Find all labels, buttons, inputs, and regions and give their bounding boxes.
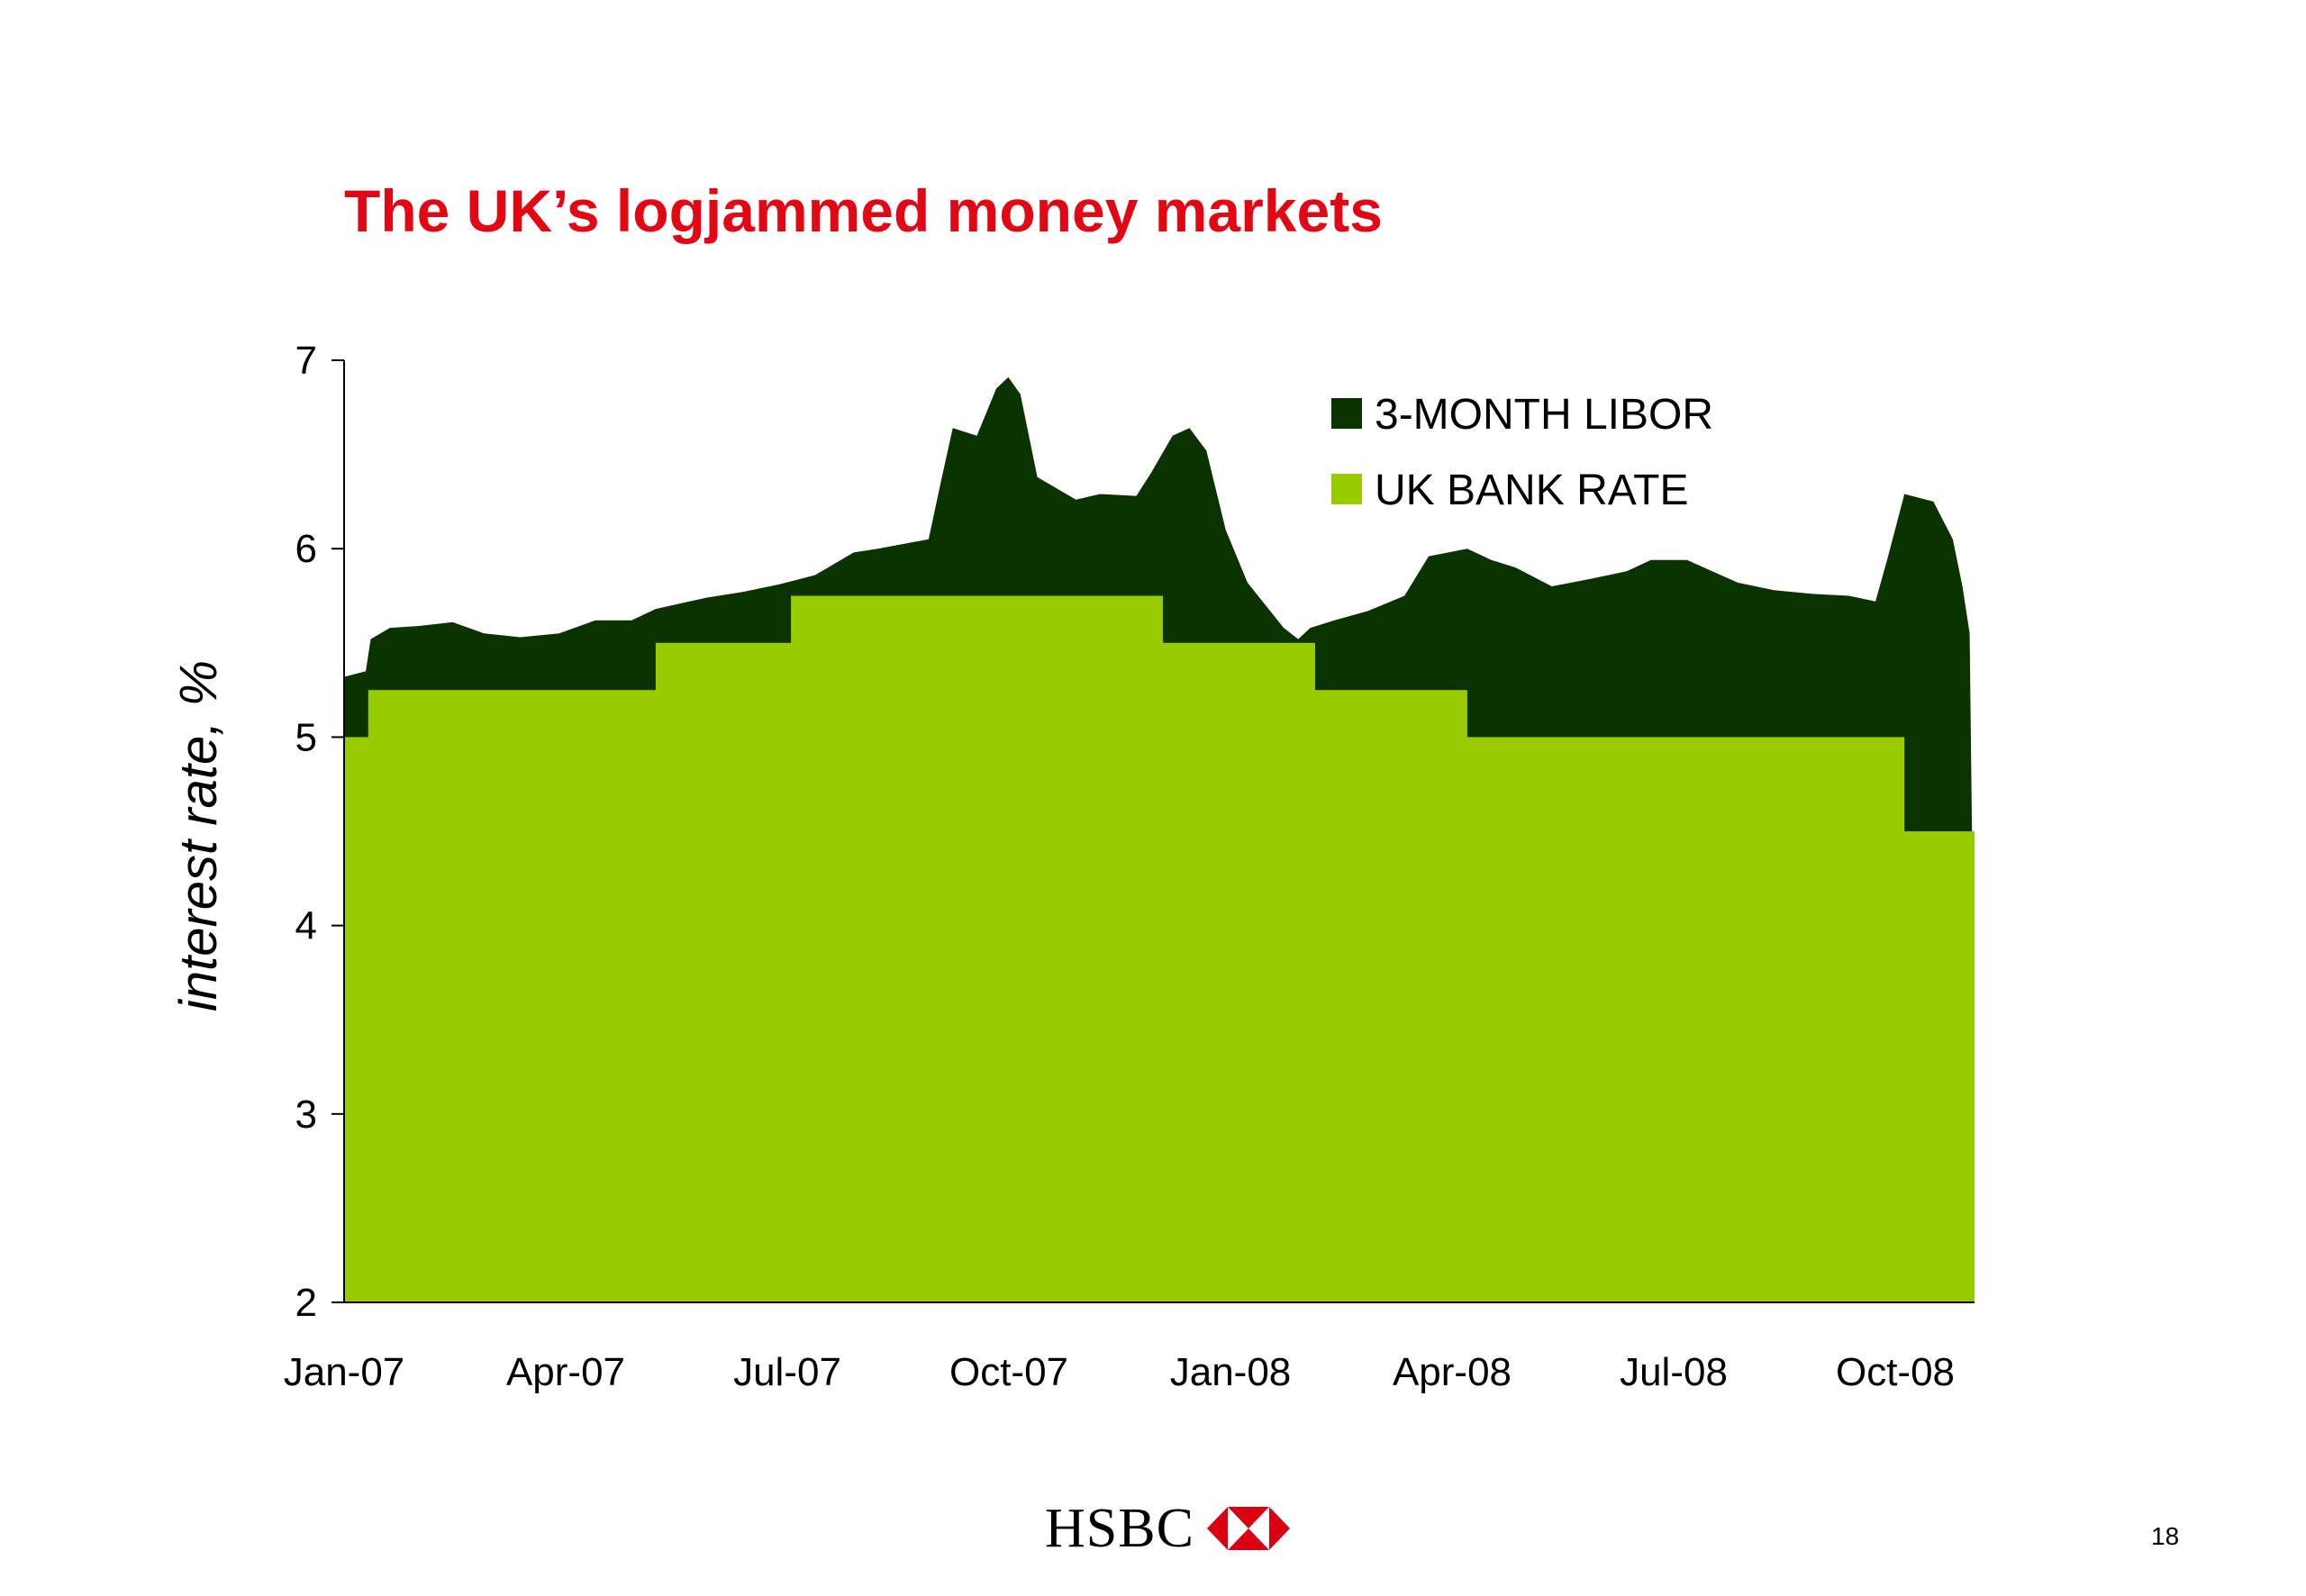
legend-label-libor: 3-MONTH LIBOR <box>1375 391 1713 439</box>
x-tick-label: Oct-08 <box>1836 1350 1955 1394</box>
hsbc-logo: HSBC <box>1045 1497 1290 1560</box>
legend-label-bank-rate: UK BANK RATE <box>1375 467 1689 514</box>
y-tick-label: 5 <box>295 715 317 759</box>
y-tick-label: 2 <box>295 1281 317 1325</box>
x-tick-label: Jul-07 <box>733 1350 841 1394</box>
legend-swatch-bank-rate <box>1331 474 1362 504</box>
y-tick-label: 3 <box>295 1093 317 1137</box>
x-tick-label: Oct-07 <box>949 1350 1068 1394</box>
y-tick-label: 4 <box>295 904 317 948</box>
legend: 3-MONTH LIBOR UK BANK RATE <box>1331 391 1713 514</box>
logo-text: HSBC <box>1045 1497 1194 1559</box>
x-tick-label: Jan-08 <box>1170 1350 1292 1394</box>
page-number: 18 <box>2151 1522 2180 1550</box>
x-tick-label: Apr-07 <box>506 1350 625 1394</box>
x-tick-label: Jul-08 <box>1620 1350 1728 1394</box>
x-axis-ticks: Jan-07 Apr-07 Jul-07 Oct-07 Jan-08 Apr-08 Jul-… <box>284 1350 1955 1394</box>
y-tick-label: 6 <box>295 527 317 571</box>
axes <box>343 360 1975 1303</box>
bank-rate-area <box>344 595 1975 1302</box>
y-tick-label: 7 <box>295 339 317 383</box>
slide-title: The UK’s logjammed money markets <box>344 177 1383 244</box>
legend-swatch-libor <box>1331 398 1362 429</box>
hsbc-hexagon-icon <box>1206 1507 1290 1550</box>
x-tick-label: Jan-07 <box>284 1350 405 1394</box>
y-axis-label: interest rate, % <box>169 660 228 1011</box>
x-tick-label: Apr-08 <box>1393 1350 1512 1394</box>
y-axis-ticks: 2 3 4 5 6 7 <box>295 339 344 1325</box>
